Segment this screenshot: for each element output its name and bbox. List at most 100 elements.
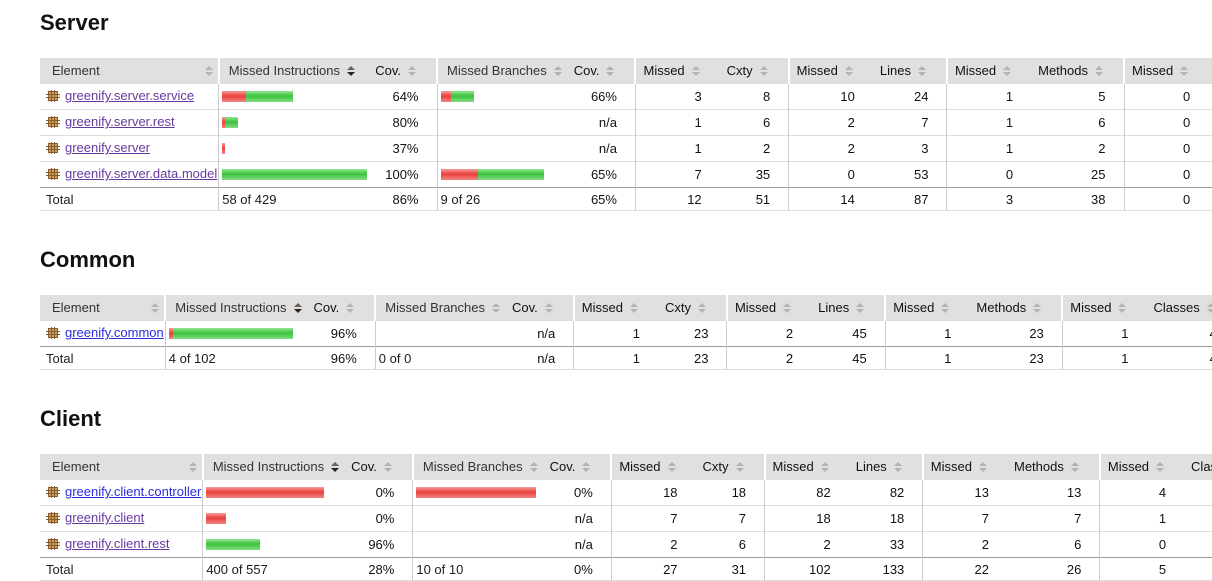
sort-icon [151, 302, 160, 313]
col-header-methods[interactable]: Methods [969, 295, 1063, 321]
col-header-missed-instructions[interactable]: Missed Instructions [164, 295, 307, 321]
col-header-missed[interactable]: Missed [884, 295, 970, 321]
col-header-missed[interactable]: Missed [1122, 58, 1209, 84]
col-header-cxty[interactable]: Cxty [695, 454, 765, 480]
element-cell: greenify.server.service [40, 83, 219, 110]
total-counter-cell: 102 [764, 557, 849, 581]
instructions-bar-cell [202, 479, 345, 506]
col-header-cov-[interactable]: Cov. [306, 295, 376, 321]
col-header-classes[interactable]: Classes [1208, 58, 1212, 84]
col-header-label: Lines [879, 63, 911, 78]
col-header-methods[interactable]: Methods [1006, 454, 1100, 480]
package-link[interactable]: greenify.client [46, 510, 144, 525]
branches-coverage-cell: n/a [505, 320, 574, 347]
col-header-missed[interactable]: Missed [1098, 454, 1185, 480]
col-header-missed[interactable]: Missed [634, 58, 720, 84]
element-cell: greenify.common [40, 320, 166, 347]
sort-icon [820, 461, 829, 472]
col-header-label: Missed Instructions [228, 63, 340, 78]
col-header-missed[interactable]: Missed [1061, 295, 1147, 321]
col-header-missed-branches[interactable]: Missed Branches [374, 295, 505, 321]
col-header-missed[interactable]: Missed [572, 295, 658, 321]
total-branches-coverage-cell: 0% [542, 557, 612, 581]
sort-icon [783, 302, 792, 313]
col-header-cov-[interactable]: Cov. [566, 58, 636, 84]
package-link[interactable]: greenify.client.rest [46, 536, 170, 551]
branches-bar-cell [436, 83, 567, 110]
total-row: Total 400 of 557 28% 10 of 10 0% 27 31 102 133 22… [40, 557, 1212, 581]
col-header-missed[interactable]: Missed [921, 454, 1007, 480]
missed-bar-segment [440, 169, 478, 180]
col-header-label: Missed [643, 63, 685, 78]
package-link[interactable]: greenify.client.controller [46, 484, 201, 499]
total-instructions-coverage-cell: 96% [306, 346, 376, 370]
total-counter-cell: 5 [1099, 557, 1185, 581]
col-header-label: Missed [619, 459, 661, 474]
col-header-classes[interactable]: Classes [1184, 454, 1212, 480]
col-header-missed[interactable]: Missed [610, 454, 696, 480]
col-header-classes[interactable]: Classes [1146, 295, 1212, 321]
coverage-bar [206, 533, 343, 556]
sort-icon [582, 461, 591, 472]
col-header-element[interactable]: Element [40, 454, 203, 480]
col-header-element[interactable]: Element [40, 58, 219, 84]
sort-icon [1206, 302, 1212, 313]
counter-cell: 1 [1061, 320, 1147, 347]
col-header-label: Cxty [726, 63, 753, 78]
col-header-missed-instructions[interactable]: Missed Instructions [201, 454, 345, 480]
branches-coverage-cell: n/a [566, 109, 636, 136]
coverage-bar [416, 507, 541, 530]
col-header-methods[interactable]: Methods [1031, 58, 1124, 84]
sort-icon [667, 461, 676, 472]
counter-cell: 6 [719, 109, 789, 136]
col-header-label: Classes [1153, 300, 1200, 315]
package-link[interactable]: greenify.common [46, 325, 164, 340]
sort-icon [691, 65, 700, 76]
col-header-missed[interactable]: Missed [763, 454, 849, 480]
col-header-cov-[interactable]: Cov. [344, 454, 413, 480]
col-header-lines[interactable]: Lines [872, 58, 947, 84]
package-link[interactable]: greenify.server.service [46, 88, 194, 103]
counter-cell: 13 [922, 479, 1007, 506]
col-header-missed[interactable]: Missed [725, 295, 812, 321]
instructions-coverage-cell: 0% [344, 479, 413, 506]
package-link[interactable]: greenify.server.rest [46, 114, 175, 129]
col-header-cxty[interactable]: Cxty [719, 58, 789, 84]
branches-bar-cell [436, 161, 567, 188]
col-header-cov-[interactable]: Cov. [505, 295, 574, 321]
total-instructions-cell: 400 of 557 [202, 557, 345, 581]
sort-icon [941, 302, 950, 313]
package-link[interactable]: greenify.server.data.model [46, 166, 217, 181]
col-header-lines[interactable]: Lines [848, 454, 923, 480]
sort-icon [759, 65, 768, 76]
counter-cell: 1 [946, 83, 1032, 110]
col-header-missed-branches[interactable]: Missed Branches [436, 58, 567, 84]
element-cell: greenify.client.rest [40, 531, 203, 558]
total-counter-cell: 26 [1006, 557, 1100, 581]
col-header-missed-branches[interactable]: Missed Branches [411, 454, 543, 480]
package-icon [46, 485, 60, 498]
col-header-missed[interactable]: Missed [945, 58, 1032, 84]
package-link-label: greenify.client [65, 510, 145, 526]
total-counter-cell: 87 [872, 187, 947, 211]
col-header-label: Missed [1107, 459, 1150, 474]
col-header-cov-[interactable]: Cov. [368, 58, 437, 84]
col-header-missed[interactable]: Missed [787, 58, 873, 84]
col-header-missed-instructions[interactable]: Missed Instructions [217, 58, 369, 84]
counter-cell: 8 [719, 83, 789, 110]
col-header-element[interactable]: Element [40, 295, 166, 321]
missed-bar-segment [206, 513, 227, 524]
col-header-cxty[interactable]: Cxty [657, 295, 727, 321]
counter-cell: 4 [1184, 479, 1212, 506]
col-header-label: Cov. [512, 300, 538, 315]
col-header-cov-[interactable]: Cov. [542, 454, 612, 480]
missed-bar-segment [416, 487, 537, 498]
sort-icon [492, 302, 500, 313]
package-link[interactable]: greenify.server [46, 140, 150, 155]
instructions-bar-cell [218, 135, 369, 162]
col-header-lines[interactable]: Lines [811, 295, 886, 321]
col-header-label: Cov. [313, 300, 340, 315]
sort-icon [606, 65, 615, 76]
